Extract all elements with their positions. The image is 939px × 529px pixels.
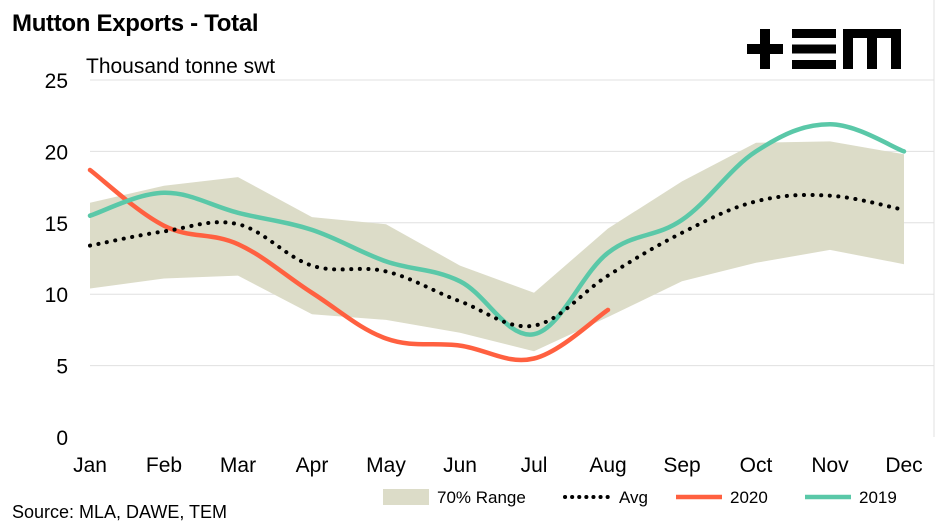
- chart-title: Mutton Exports - Total: [12, 10, 259, 37]
- legend-label-2020: 2020: [730, 488, 768, 507]
- x-tick-label: Apr: [296, 454, 329, 477]
- y-tick-label: 15: [45, 213, 68, 236]
- x-tick-label: Oct: [740, 454, 773, 477]
- legend-label-2019: 2019: [859, 488, 897, 507]
- x-tick-label: Jan: [73, 454, 107, 477]
- y-tick-labels: 0 5 10 15 20 25: [45, 70, 68, 450]
- source-note: Source: MLA, DAWE, TEM: [12, 502, 228, 522]
- y-tick-label: 20: [45, 141, 68, 164]
- legend: 70% Range Avg 2020 2019: [383, 488, 897, 507]
- range-band: [90, 141, 904, 352]
- x-tick-label: Mar: [220, 454, 256, 477]
- x-tick-labels: Jan Feb Mar Apr May Jun Jul Aug Sep Oct Nov Dec: [73, 454, 923, 477]
- legend-label-avg: Avg: [619, 488, 648, 507]
- x-tick-label: Nov: [811, 454, 849, 477]
- y-tick-label: 10: [45, 284, 68, 307]
- x-tick-label: May: [366, 454, 406, 477]
- legend-swatch-range: [383, 489, 429, 505]
- tem-logo: [747, 29, 901, 74]
- y-tick-label: 25: [45, 70, 68, 93]
- range-band-layer: [90, 141, 904, 352]
- x-tick-label: Sep: [663, 454, 700, 477]
- x-tick-label: Jun: [443, 454, 477, 477]
- y-axis-label: Thousand tonne swt: [86, 55, 276, 78]
- series-layer: [87, 122, 907, 363]
- y-tick-label: 0: [56, 427, 68, 450]
- tem-logo-mark: [747, 29, 901, 69]
- legend-label-range: 70% Range: [437, 488, 526, 507]
- series-line-2019: [87, 122, 907, 337]
- series-line-2020: [87, 167, 611, 363]
- y-tick-label: 5: [56, 356, 68, 379]
- x-tick-label: Dec: [885, 454, 922, 477]
- x-tick-label: Jul: [521, 454, 548, 477]
- x-tick-label: Aug: [589, 454, 626, 477]
- x-tick-label: Feb: [146, 454, 182, 477]
